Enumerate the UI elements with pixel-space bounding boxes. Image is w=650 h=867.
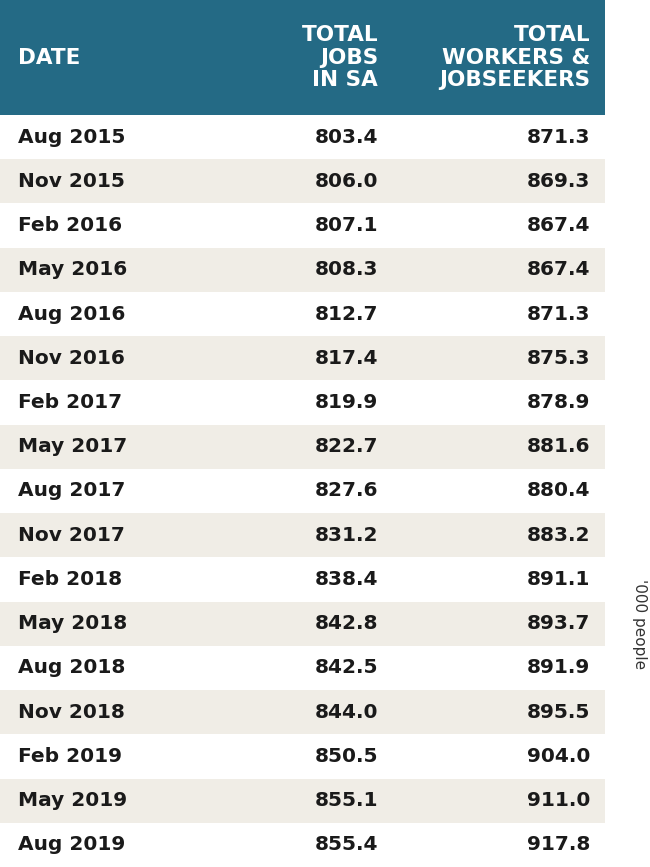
Text: Aug 2017: Aug 2017	[18, 481, 125, 500]
Text: 822.7: 822.7	[315, 437, 378, 456]
Bar	[0, 557, 605, 602]
Text: 875.3: 875.3	[526, 349, 590, 368]
Text: 881.6: 881.6	[526, 437, 590, 456]
Bar	[0, 779, 605, 823]
Bar	[0, 734, 605, 779]
Bar	[0, 204, 605, 248]
Text: DATE: DATE	[18, 48, 81, 68]
Text: TOTAL
JOBS
IN SA: TOTAL JOBS IN SA	[302, 25, 378, 90]
Text: Aug 2016: Aug 2016	[18, 304, 125, 323]
Text: 842.5: 842.5	[315, 658, 378, 677]
Bar	[0, 115, 605, 160]
Bar	[0, 248, 605, 292]
Text: Feb 2017: Feb 2017	[18, 393, 122, 412]
Text: 855.1: 855.1	[315, 792, 378, 810]
Bar	[0, 292, 605, 336]
Text: 803.4: 803.4	[315, 127, 378, 147]
Text: Aug 2015: Aug 2015	[18, 127, 125, 147]
Text: 911.0: 911.0	[526, 792, 590, 810]
Text: 827.6: 827.6	[315, 481, 378, 500]
Text: 831.2: 831.2	[315, 525, 378, 544]
Text: Nov 2018: Nov 2018	[18, 702, 125, 721]
Text: May 2016: May 2016	[18, 260, 127, 279]
Text: 871.3: 871.3	[526, 304, 590, 323]
Text: 844.0: 844.0	[315, 702, 378, 721]
Text: 880.4: 880.4	[526, 481, 590, 500]
Text: 812.7: 812.7	[315, 304, 378, 323]
Text: Nov 2016: Nov 2016	[18, 349, 125, 368]
Text: May 2018: May 2018	[18, 614, 127, 633]
Bar	[0, 0, 605, 115]
Text: Nov 2015: Nov 2015	[18, 172, 125, 191]
Text: 807.1: 807.1	[315, 216, 378, 235]
Text: May 2017: May 2017	[18, 437, 127, 456]
Bar	[0, 381, 605, 425]
Text: 904.0: 904.0	[526, 746, 590, 766]
Text: Nov 2017: Nov 2017	[18, 525, 125, 544]
Bar	[0, 336, 605, 381]
Text: 806.0: 806.0	[315, 172, 378, 191]
Text: Feb 2019: Feb 2019	[18, 746, 122, 766]
Bar	[0, 602, 605, 646]
Text: 871.3: 871.3	[526, 127, 590, 147]
Bar	[0, 690, 605, 734]
Text: 883.2: 883.2	[526, 525, 590, 544]
Bar	[0, 160, 605, 204]
Bar	[0, 469, 605, 513]
Text: 867.4: 867.4	[526, 216, 590, 235]
Text: 819.9: 819.9	[315, 393, 378, 412]
Text: Feb 2016: Feb 2016	[18, 216, 122, 235]
Bar	[0, 425, 605, 469]
Text: 855.4: 855.4	[315, 836, 378, 854]
Text: Aug 2019: Aug 2019	[18, 836, 125, 854]
Text: TOTAL
WORKERS &
JOBSEEKERS: TOTAL WORKERS & JOBSEEKERS	[439, 25, 590, 90]
Text: '000 people: '000 people	[632, 578, 647, 668]
Text: 838.4: 838.4	[315, 570, 378, 589]
Text: Feb 2018: Feb 2018	[18, 570, 122, 589]
Text: May 2019: May 2019	[18, 792, 127, 810]
Text: 891.9: 891.9	[526, 658, 590, 677]
Text: 869.3: 869.3	[526, 172, 590, 191]
Text: Aug 2018: Aug 2018	[18, 658, 125, 677]
Text: 808.3: 808.3	[315, 260, 378, 279]
Text: 891.1: 891.1	[526, 570, 590, 589]
Text: 878.9: 878.9	[526, 393, 590, 412]
Text: 842.8: 842.8	[315, 614, 378, 633]
Text: 817.4: 817.4	[315, 349, 378, 368]
Bar	[0, 513, 605, 557]
Text: 867.4: 867.4	[526, 260, 590, 279]
Text: 850.5: 850.5	[315, 746, 378, 766]
Text: 895.5: 895.5	[526, 702, 590, 721]
Bar	[0, 823, 605, 867]
Text: 917.8: 917.8	[526, 836, 590, 854]
Text: 893.7: 893.7	[526, 614, 590, 633]
Bar	[0, 646, 605, 690]
